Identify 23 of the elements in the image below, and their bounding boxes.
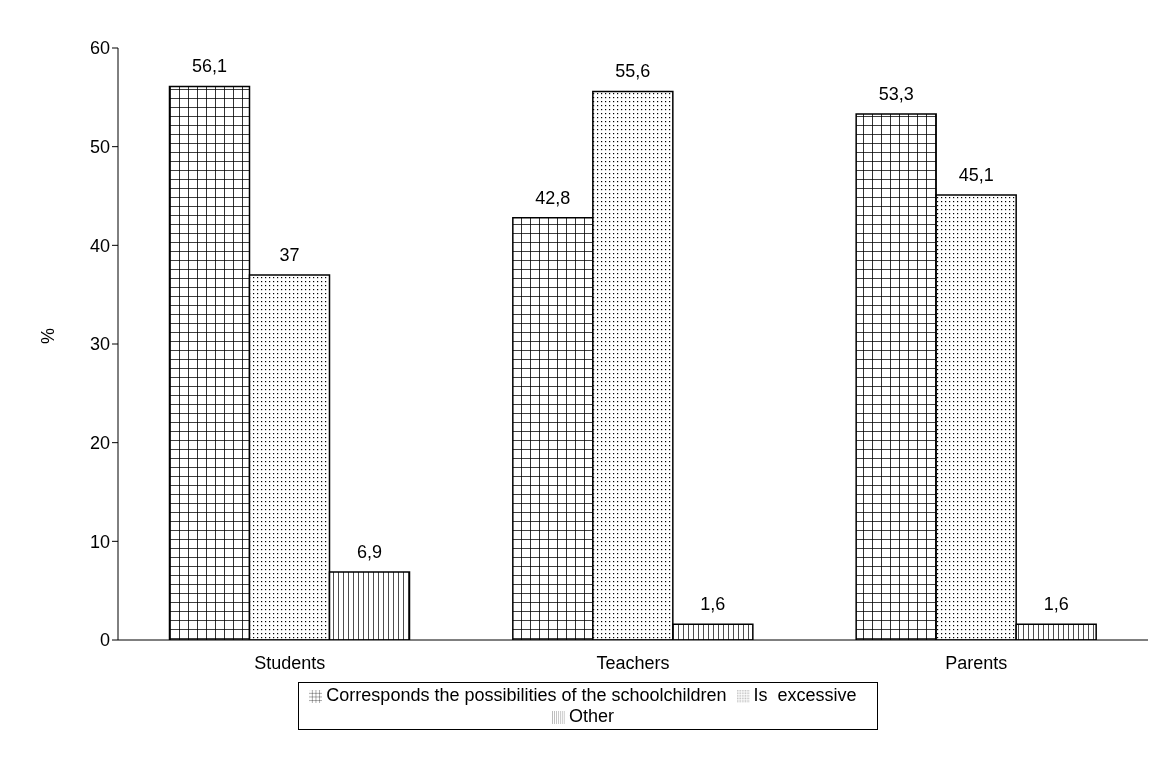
- data-label: 45,1: [958, 165, 994, 186]
- legend-label: Other: [568, 706, 615, 726]
- y-tick-label: 60: [89, 38, 110, 59]
- x-tick-label: Parents: [945, 652, 1008, 673]
- data-label: 1,6: [1043, 594, 1069, 615]
- data-label: 56,1: [191, 56, 228, 77]
- data-label: 1,6: [700, 594, 726, 615]
- data-label: 6,9: [356, 541, 383, 562]
- y-axis-title: %: [38, 327, 59, 344]
- y-tick-label: 30: [89, 334, 110, 355]
- legend-label: Corresponds the possibilities of the schoolchildren: [326, 685, 727, 705]
- x-tick-label: Teachers: [596, 652, 670, 673]
- data-label: 53,3: [878, 84, 914, 105]
- y-tick-label: 50: [89, 137, 110, 158]
- data-label: 42,8: [535, 187, 571, 208]
- data-label: 37: [279, 244, 300, 265]
- y-tick-label: 0: [99, 630, 110, 651]
- y-tick-label: 10: [89, 531, 110, 552]
- data-label: 55,6: [615, 61, 651, 82]
- x-tick-label: Students: [254, 652, 326, 673]
- y-tick-label: 40: [89, 235, 110, 256]
- y-tick-label: 20: [89, 433, 110, 454]
- legend-label: Is excessive: [753, 685, 857, 705]
